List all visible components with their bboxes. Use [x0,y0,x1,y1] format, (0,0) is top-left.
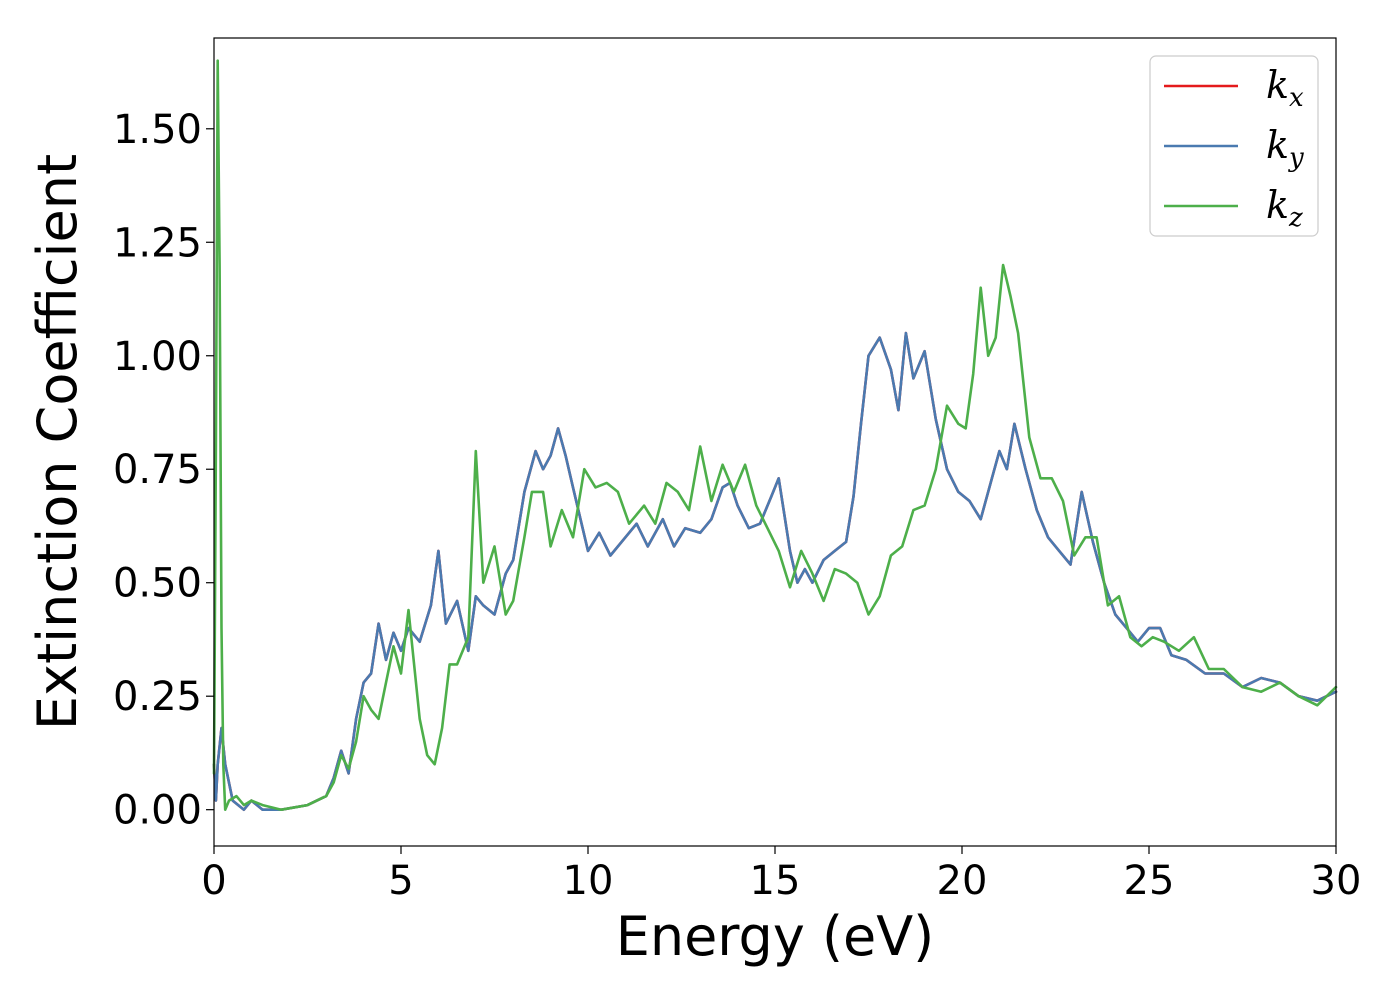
x-axis-label: Energy (eV) [616,905,935,968]
y-tick-label: 0.25 [113,674,202,720]
plot-area [212,37,1338,847]
plot-background [214,38,1336,846]
x-tick-label: 25 [1124,858,1175,904]
y-tick-label: 1.00 [113,334,202,380]
series-lines [212,59,1338,811]
legend-label-x: kx [1266,63,1304,113]
y-axis-ticks: 0.00 0.25 0.50 0.75 1.00 1.25 1.50 [113,107,214,834]
y-axis-label: Extinction Coefficient [26,154,89,730]
y-tick-label: 1.50 [113,107,202,153]
x-tick-label: 20 [937,858,988,904]
legend: kx ky kz [1149,55,1319,237]
legend-label-z: kz [1266,183,1303,233]
y-tick-label: 0.00 [113,788,202,834]
x-tick-label: 5 [388,858,413,904]
x-tick-label: 30 [1311,858,1362,904]
y-tick-label: 0.75 [113,447,202,493]
x-axis-ticks: 0 5 10 15 20 25 30 [201,846,1361,904]
x-tick-label: 15 [750,858,801,904]
x-tick-label: 0 [201,858,226,904]
series-line-z [212,59,1338,811]
x-tick-label: 10 [563,858,614,904]
legend-label-y: ky [1266,123,1304,173]
y-tick-label: 1.25 [113,220,202,266]
y-tick-label: 0.50 [113,561,202,607]
